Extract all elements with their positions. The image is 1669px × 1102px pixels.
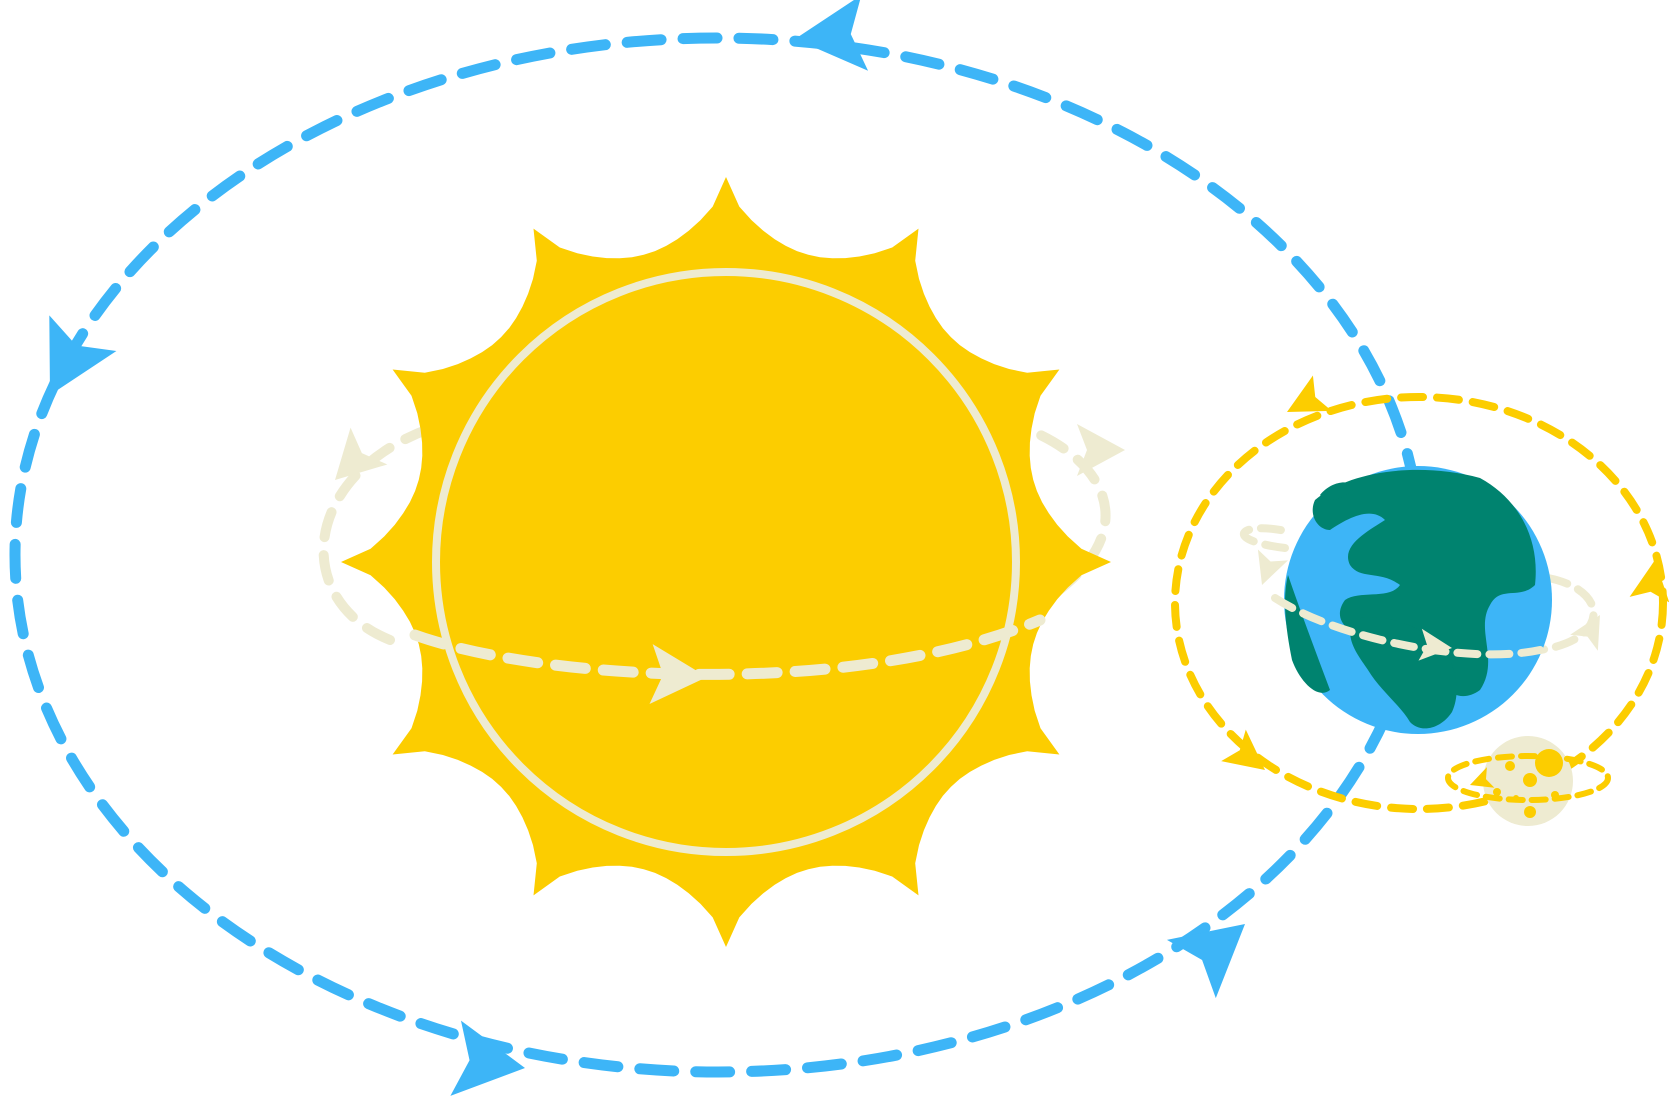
sun-core (438, 274, 1014, 850)
moon-crater (1523, 773, 1537, 787)
sun-icon (341, 177, 1111, 947)
moon-crater (1493, 788, 1501, 796)
earth-spin-arrowhead-left (1257, 549, 1288, 585)
moon-crater (1535, 749, 1563, 777)
sun-rotation-path-front (409, 614, 1046, 705)
earth-spin-arrowhead-right (1570, 615, 1600, 651)
earth-rotation-path-front (1257, 549, 1600, 661)
earth-orbit-arrowhead-top (795, 0, 869, 71)
europe-asia-landmass (1312, 469, 1536, 697)
earth-orbit-arrowhead-bottom-right (1166, 924, 1245, 999)
moon-rotation-path (1445, 753, 1611, 803)
sun-spin-arrowhead-front (649, 644, 707, 705)
moon-orbit-arrowhead-left (1221, 729, 1265, 770)
earth-globe-icon (1284, 466, 1552, 734)
moon-orbit-arrowhead-top (1287, 375, 1332, 412)
sun-spin-front-arc (409, 614, 1046, 680)
sun-spin-arrowhead-right (1077, 424, 1125, 476)
earth-rotation-path-back (1239, 524, 1598, 654)
earth-spin-back-arc-right (1536, 574, 1598, 654)
moon-crater (1505, 761, 1515, 771)
sun-spin-arrowhead-left (335, 427, 388, 480)
sun-rotation-path-back (318, 415, 1125, 645)
earth-spin-front-arc (1271, 594, 1544, 659)
moon-icon (1445, 736, 1611, 826)
americas-landmass (1285, 575, 1330, 693)
sun-spin-back-arc (318, 420, 445, 645)
earth-orbit-arrowhead-left (49, 315, 117, 395)
moon-orbit-arrowhead-right (1629, 560, 1669, 603)
moon-orbit-path (1171, 393, 1667, 813)
earth-orbit-arrowhead-bottom (450, 1020, 525, 1096)
earth-spin-back-arc (1239, 524, 1294, 552)
moon-spin-arrowhead (1470, 767, 1495, 788)
moon-crater (1524, 806, 1536, 818)
moon-orbit-around-earth (1171, 375, 1669, 813)
sun-equator-ring (432, 268, 1020, 856)
north-landmass (1320, 482, 1355, 500)
earth-spin-arrowhead (1418, 628, 1452, 661)
